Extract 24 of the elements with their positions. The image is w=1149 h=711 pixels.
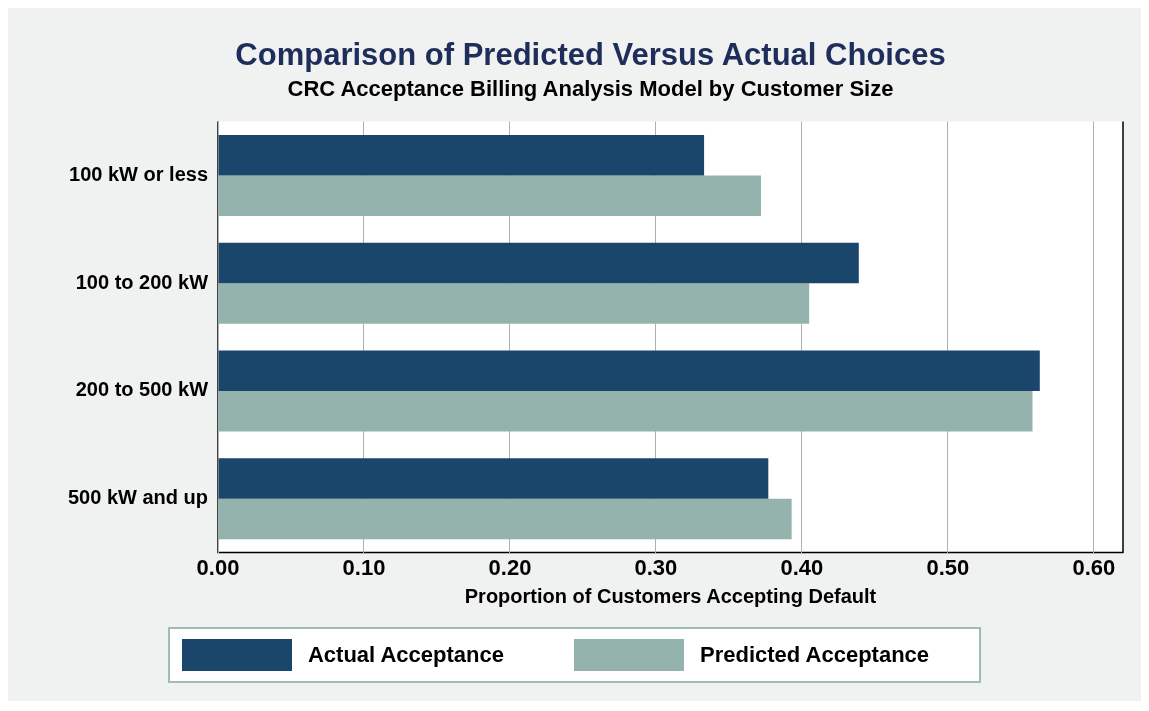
y-tick-label: 200 to 500 kW xyxy=(75,378,209,401)
y-tick-label: 500 kW and up xyxy=(68,486,209,509)
x-tick-label: 0.00 xyxy=(196,554,240,580)
y-tick-label: 100 to 200 kW xyxy=(75,270,209,293)
legend-label: Actual Acceptance xyxy=(307,642,504,668)
y-tick-label: 100 kW or less xyxy=(69,162,209,185)
bar xyxy=(218,350,1040,391)
legend-label: Predicted Acceptance xyxy=(699,642,930,668)
bar xyxy=(218,135,705,176)
x-tick-label: 0.20 xyxy=(488,554,532,580)
x-axis-title: Proportion of Customers Accepting Default xyxy=(464,584,877,607)
x-tick-label: 0.30 xyxy=(634,554,678,580)
bar xyxy=(218,458,769,499)
chart-title: Comparison of Predicted Versus Actual Choices xyxy=(235,37,946,73)
bar xyxy=(218,242,859,284)
bar xyxy=(218,498,792,540)
bar xyxy=(218,175,762,216)
x-tick-label: 0.60 xyxy=(1072,554,1116,580)
x-tick-label: 0.10 xyxy=(342,554,386,580)
chart-subtitle: CRC Acceptance Billing Analysis Model by Customer Size xyxy=(287,76,894,102)
x-tick-label: 0.40 xyxy=(780,554,824,580)
bar xyxy=(218,390,1033,432)
x-tick-label: 0.50 xyxy=(926,554,970,580)
bar xyxy=(218,283,810,324)
